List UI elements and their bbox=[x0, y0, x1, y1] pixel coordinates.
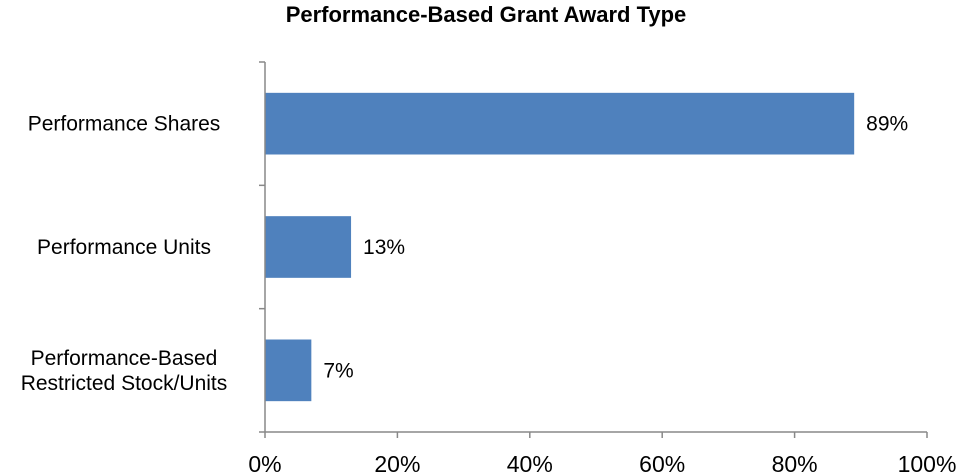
category-label-2: Performance Units bbox=[37, 236, 211, 259]
bars-layer bbox=[265, 92, 855, 402]
category-label-1: Performance Shares bbox=[28, 113, 221, 136]
bar-3 bbox=[265, 339, 312, 402]
data-label-3: 7% bbox=[323, 359, 353, 382]
category-label-3: Performance-Based Restricted Stock/Units bbox=[21, 347, 228, 395]
labels-layer: 89% Performance Shares 13% Performance Unit… bbox=[21, 113, 957, 475]
x-tick-label-1: 20% bbox=[374, 451, 420, 475]
bar-2 bbox=[265, 216, 352, 278]
axes-layer bbox=[259, 61, 928, 438]
chart-title: Performance-Based Grant Award Type bbox=[285, 2, 687, 27]
x-tick-label-4: 80% bbox=[772, 451, 818, 475]
data-label-2: 13% bbox=[363, 236, 405, 259]
data-label-1: 89% bbox=[866, 113, 908, 136]
x-tick-label-3: 60% bbox=[639, 451, 685, 475]
x-tick-label-2: 40% bbox=[507, 451, 553, 475]
x-tick-label-0: 0% bbox=[248, 451, 281, 475]
x-tick-label-5: 100% bbox=[898, 451, 957, 475]
bar-1 bbox=[265, 92, 855, 155]
